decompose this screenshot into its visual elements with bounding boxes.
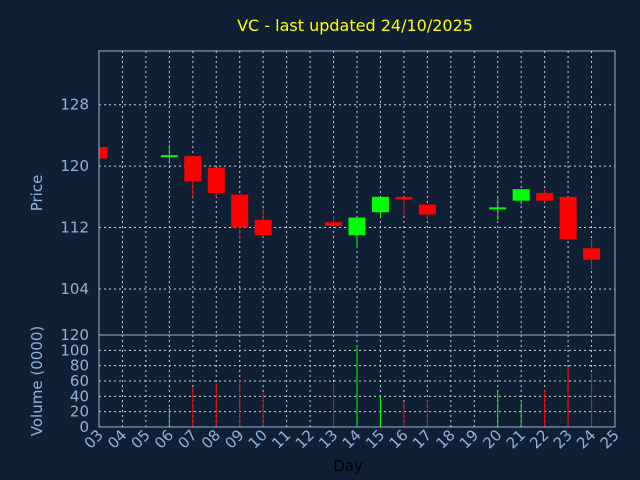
volume-panel-frame bbox=[98, 334, 616, 428]
x-ticks: 0304050607080910111213141516171819202122… bbox=[81, 426, 623, 452]
candle-body bbox=[371, 196, 389, 213]
volume-bars bbox=[168, 345, 593, 427]
x-tick: 11 bbox=[268, 426, 294, 452]
x-tick: 17 bbox=[409, 426, 435, 452]
candle-body bbox=[395, 196, 413, 200]
volume-y-tick: 80 bbox=[70, 357, 89, 375]
volume-grid bbox=[99, 335, 615, 427]
x-tick: 19 bbox=[456, 426, 482, 452]
volume-y-tick: 120 bbox=[60, 326, 89, 344]
volume-y-tick: 0 bbox=[79, 418, 89, 436]
x-tick: 06 bbox=[151, 426, 177, 452]
x-tick: 16 bbox=[386, 426, 412, 452]
price-y-axis-label: Price bbox=[28, 175, 46, 212]
x-tick: 13 bbox=[315, 426, 341, 452]
x-tick: 15 bbox=[362, 426, 388, 452]
volume-y-tick: 100 bbox=[60, 341, 89, 359]
candle-body bbox=[418, 204, 436, 215]
x-tick: 08 bbox=[198, 426, 224, 452]
price-y-ticks: 104 112 120 128 bbox=[60, 96, 89, 298]
x-tick: 25 bbox=[597, 426, 623, 452]
x-tick: 22 bbox=[526, 426, 552, 452]
candle-body bbox=[583, 248, 601, 260]
candle-body bbox=[536, 193, 554, 201]
candle-body bbox=[160, 155, 178, 158]
x-tick: 10 bbox=[245, 426, 271, 452]
volume-y-tick: 20 bbox=[70, 403, 89, 421]
price-y-tick: 128 bbox=[60, 96, 89, 114]
candle-body bbox=[207, 167, 225, 193]
x-tick: 05 bbox=[128, 426, 154, 452]
price-y-tick: 104 bbox=[60, 280, 89, 298]
candle-body bbox=[184, 156, 202, 182]
price-y-tick: 112 bbox=[60, 219, 89, 237]
volume-y-axis-label: Volume (0000) bbox=[28, 326, 46, 436]
x-tick: 04 bbox=[104, 426, 130, 452]
candle-body bbox=[325, 222, 343, 227]
candle-body bbox=[254, 219, 272, 236]
candle-body bbox=[512, 189, 530, 201]
chart-title: VC - last updated 24/10/2025 bbox=[237, 16, 473, 35]
candle-body bbox=[348, 217, 366, 236]
x-tick: 21 bbox=[503, 426, 529, 452]
candle-body bbox=[559, 196, 577, 240]
x-tick: 18 bbox=[432, 426, 458, 452]
x-tick: 07 bbox=[174, 426, 200, 452]
volume-y-tick: 40 bbox=[70, 387, 89, 405]
candle-body bbox=[231, 194, 249, 228]
candle-body bbox=[99, 146, 108, 159]
volume-y-tick: 60 bbox=[70, 372, 89, 390]
price-grid bbox=[99, 51, 615, 335]
x-tick: 20 bbox=[479, 426, 505, 452]
price-y-tick: 120 bbox=[60, 157, 89, 175]
x-tick: 09 bbox=[221, 426, 247, 452]
x-tick: 23 bbox=[550, 426, 576, 452]
x-axis-label: Day bbox=[333, 457, 363, 475]
x-tick: 24 bbox=[573, 426, 599, 452]
candle-body bbox=[489, 207, 507, 210]
x-tick: 14 bbox=[339, 426, 365, 452]
price-candles bbox=[98, 144, 601, 270]
x-tick: 12 bbox=[292, 426, 318, 452]
